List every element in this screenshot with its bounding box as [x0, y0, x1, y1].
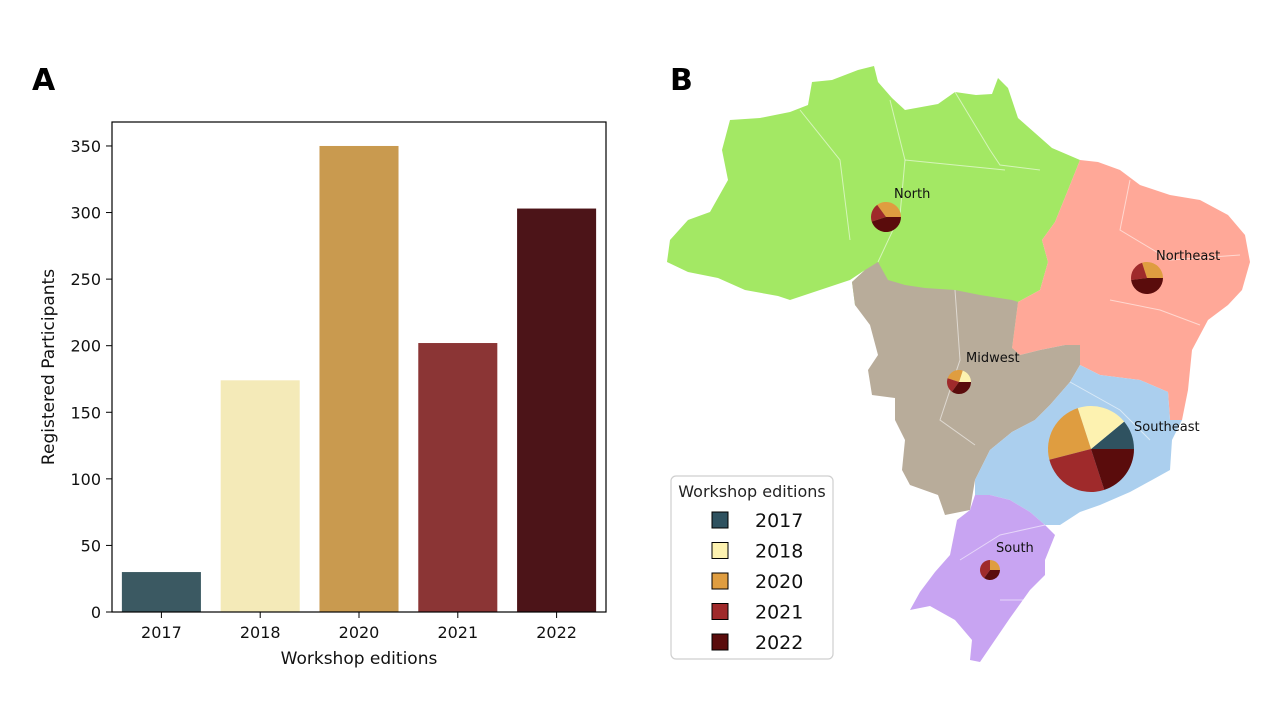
pie-north: North: [871, 187, 930, 233]
pie-slice-2021: [1131, 262, 1147, 281]
pie-slice-2020: [947, 370, 963, 382]
legend-swatch-2022: [711, 633, 729, 651]
x-axis-ticks: 2017 2018 2020 2021 2022: [141, 612, 577, 642]
pie-slice-2017: [1091, 421, 1134, 449]
region-label-midwest: Midwest: [966, 351, 1020, 366]
brazil-map: North Northeast Midwest Southeast South: [667, 66, 1250, 662]
pie-slice-2022: [1131, 278, 1163, 294]
pie-slice-2018: [1077, 406, 1125, 449]
pie-midwest: Midwest: [947, 351, 1020, 394]
pie-northeast: Northeast: [1131, 249, 1220, 294]
legend-swatch-2020: [711, 572, 729, 590]
pie-slice-2021: [1049, 449, 1105, 492]
pie-south: South: [980, 541, 1034, 580]
bar-2022: [517, 208, 597, 612]
legend-swatch-2021: [711, 603, 729, 620]
pie-slice-2021: [947, 378, 959, 392]
x-tick-label: 2022: [536, 623, 577, 642]
region-pies: North Northeast Midwest Southeast South: [871, 187, 1220, 580]
panel-label-a: A: [32, 63, 56, 98]
legend-box: [670, 475, 834, 660]
region-label-south: South: [996, 541, 1034, 556]
y-tick-label: 200: [70, 337, 101, 356]
y-tick-label: 50: [81, 536, 101, 555]
y-tick-label: 0: [91, 603, 101, 622]
legend-label-2018: 2018: [755, 541, 803, 563]
legend-label-2021: 2021: [755, 602, 803, 624]
pie-slice-2022: [871, 217, 901, 233]
x-tick-label: 2021: [437, 623, 478, 642]
pie-slice-2020: [877, 202, 901, 217]
bar-2017: [121, 572, 201, 612]
pie-slice-2020: [1142, 262, 1163, 278]
pie-slice-2020: [990, 560, 1000, 570]
panel-label-b: B: [670, 63, 693, 98]
legend-label-2017: 2017: [755, 510, 803, 532]
y-tick-label: 300: [70, 204, 101, 223]
pie-slice-2021: [871, 204, 886, 222]
legend-entries: 2017 2018 2020 2021 2022: [711, 510, 803, 654]
legend-label-2020: 2020: [755, 571, 803, 593]
bar-2018: [220, 380, 300, 612]
pie-slice-2022: [1091, 449, 1134, 490]
y-tick-label: 150: [70, 403, 101, 422]
y-axis-title: Registered Participants: [39, 269, 59, 465]
region-label-southeast: Southeast: [1134, 420, 1200, 435]
x-tick-label: 2017: [141, 623, 182, 642]
x-tick-label: 2018: [240, 623, 281, 642]
y-tick-label: 100: [70, 470, 101, 489]
legend-swatch-2018: [711, 542, 729, 559]
legend-swatch-2017: [711, 511, 729, 529]
x-tick-label: 2020: [339, 623, 380, 642]
region-label-north: North: [894, 187, 930, 202]
plot-frame: [111, 121, 607, 613]
region-south: [910, 495, 1055, 662]
state-borders: [799, 91, 1241, 601]
pie-slice-2022: [951, 382, 971, 394]
legend-title: Workshop editions: [678, 482, 825, 501]
y-tick-label: 250: [70, 270, 101, 289]
x-axis-title: Workshop editions: [281, 649, 438, 669]
legend-label-2022: 2022: [755, 632, 803, 654]
pie-slice-2021: [980, 560, 990, 579]
bar-2021: [418, 343, 498, 612]
bars: [121, 145, 597, 612]
pie-slice-2020: [1048, 408, 1091, 460]
pie-southeast: Southeast: [1048, 406, 1200, 492]
y-tick-label: 350: [70, 137, 101, 156]
pie-slice-2018: [959, 370, 971, 382]
y-axis-ticks: 0 50 100 150 200 250 300 350: [70, 137, 112, 622]
pie-slice-2022: [984, 570, 1000, 580]
region-northeast: [1012, 160, 1250, 420]
legend: Workshop editions 2017 2018 2020 2021 2022: [670, 475, 834, 660]
region-label-northeast: Northeast: [1156, 249, 1220, 264]
bar-2020: [319, 145, 399, 612]
